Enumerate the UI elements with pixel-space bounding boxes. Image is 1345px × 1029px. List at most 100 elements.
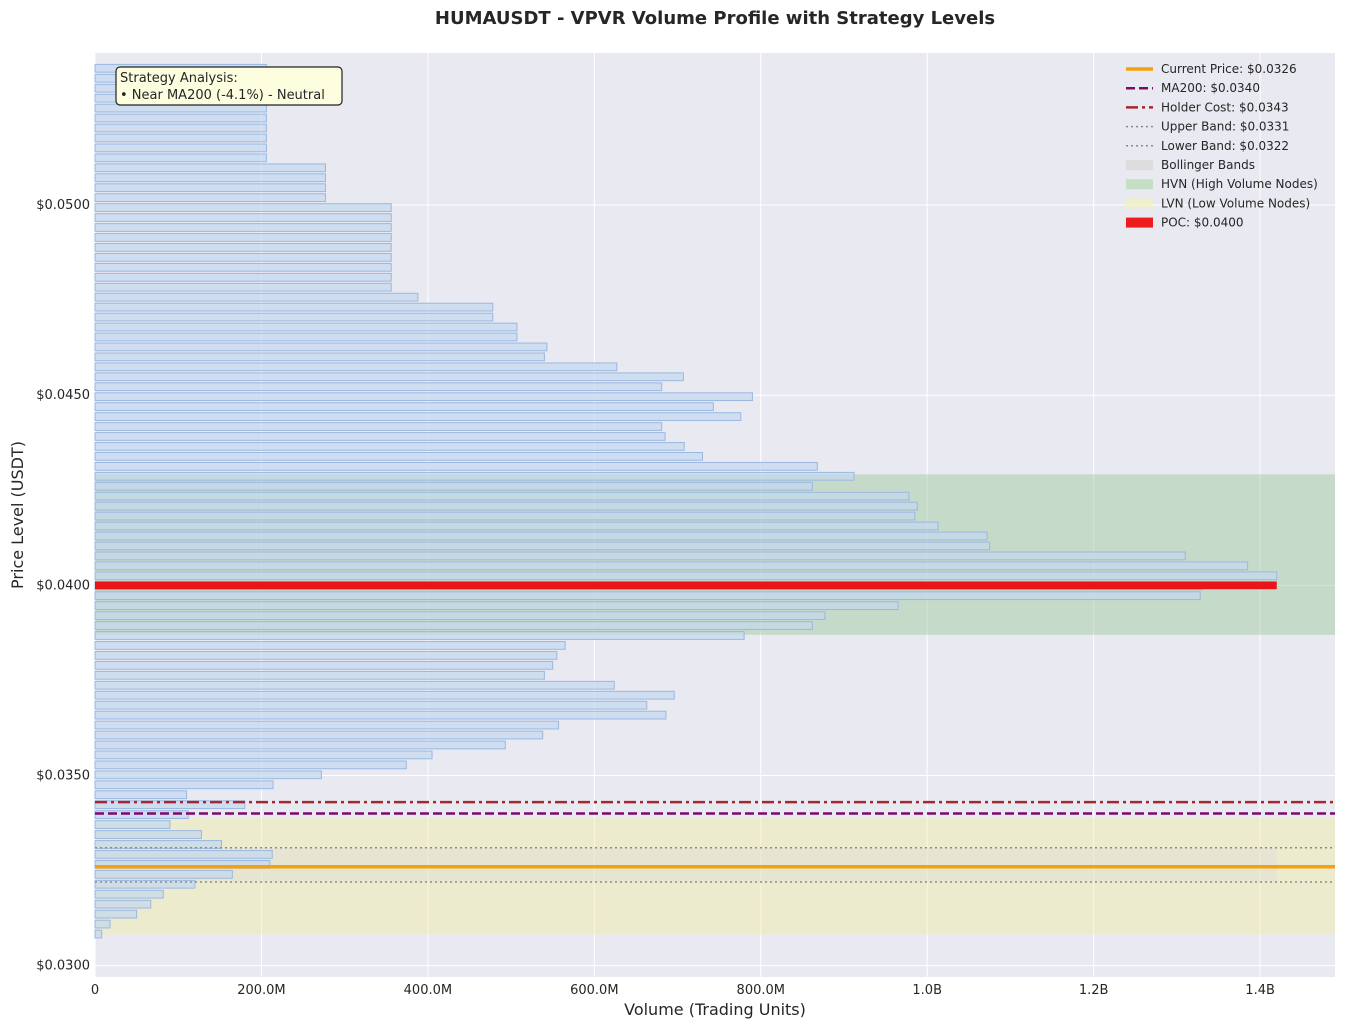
volume-bar (94, 262, 392, 272)
volume-bar (94, 820, 171, 829)
y-tick-label: $0.0450 (36, 388, 90, 403)
volume-bar (94, 750, 433, 760)
volume-bar (94, 412, 742, 421)
volume-bar (94, 133, 267, 143)
volume-bar (94, 481, 813, 491)
volume-bar (94, 322, 518, 332)
y-tick-label: $0.0400 (36, 578, 90, 593)
volume-bar (94, 342, 548, 352)
volume-bar (94, 372, 684, 382)
volume-bar (94, 501, 918, 511)
volume-bar (94, 919, 111, 929)
x-tick-label: 800.0M (737, 983, 785, 998)
volume-bar (94, 402, 714, 412)
volume-bar (94, 651, 558, 660)
volume-bar (94, 282, 392, 292)
volume-bar (94, 452, 704, 461)
x-tick-label: 1.0B (912, 983, 942, 998)
volume-bar (94, 710, 667, 720)
volume-bar (94, 521, 939, 531)
volume-bar (94, 213, 392, 222)
y-tick-label: $0.0350 (36, 768, 90, 783)
legend-label: POC: $0.0400 (1161, 216, 1244, 230)
volume-bar (94, 183, 327, 193)
volume-bar (94, 511, 916, 521)
chart-title: HUMAUSDT - VPVR Volume Profile with Stra… (435, 8, 995, 29)
volume-bar (94, 770, 322, 780)
x-tick-labels: 0 200.0M 400.0M 600.0M 800.0M 1.0B 1.2B 1.4B (91, 983, 1275, 998)
volume-bar (94, 760, 407, 770)
volume-bar (94, 551, 1186, 561)
volume-bar (94, 143, 267, 153)
x-tick-label: 600.0M (570, 983, 618, 998)
volume-bar (94, 392, 753, 402)
x-tick-label: 400.0M (404, 983, 452, 998)
bollinger-band-area (95, 847, 1277, 882)
volume-bar (94, 869, 233, 879)
x-tick-label: 1.4B (1245, 983, 1275, 998)
volume-bar (94, 252, 392, 262)
volume-bars (94, 63, 1278, 939)
volume-bar (94, 909, 138, 919)
volume-bar (94, 730, 544, 740)
y-tick-label: $0.0300 (36, 959, 90, 974)
volume-bar (94, 879, 196, 889)
volume-bar (94, 422, 663, 431)
volume-bar (94, 790, 188, 800)
volume-bar (94, 641, 566, 650)
volume-bar (94, 471, 855, 481)
volume-bar (94, 591, 1201, 601)
annotation-line: • Near MA200 (-4.1%) - Neutral (120, 88, 325, 103)
volume-bar (94, 233, 392, 242)
volume-bar (94, 561, 1249, 571)
strategy-annotation: Strategy Analysis: • Near MA200 (-4.1%) -… (115, 66, 343, 106)
volume-bar (94, 889, 164, 899)
volume-bar (94, 601, 899, 611)
poc-bar (95, 581, 1277, 590)
legend-label: HVN (High Volume Nodes) (1161, 177, 1318, 191)
legend-label: Current Price: $0.0326 (1161, 62, 1297, 76)
volume-bar (94, 680, 615, 690)
volume-bar (94, 432, 666, 441)
y-axis-label: Price Level (USDT) (8, 441, 27, 589)
volume-bar (94, 332, 518, 342)
volume-bar (94, 292, 419, 302)
legend: Current Price: $0.0326 MA200: $0.0340 Hold… (1126, 62, 1318, 230)
legend-label: LVN (Low Volume Nodes) (1161, 196, 1310, 210)
volume-bar (94, 382, 663, 392)
legend-patch-marker (1126, 217, 1153, 228)
x-tick-label: 1.2B (1079, 983, 1109, 998)
volume-bar (94, 193, 327, 203)
volume-bar (94, 700, 648, 710)
legend-label: MA200: $0.0340 (1161, 81, 1260, 95)
volume-bar (94, 850, 273, 859)
volume-bar (94, 840, 222, 849)
volume-bar (94, 929, 103, 939)
volume-bar (94, 163, 327, 173)
volume-bar (94, 272, 392, 282)
volume-bar (94, 631, 745, 640)
x-tick-label: 200.0M (237, 983, 285, 998)
volume-bar (94, 173, 327, 183)
volume-bar (94, 153, 267, 163)
volume-bar (94, 690, 675, 700)
annotation-box (115, 66, 343, 106)
volume-bar (94, 491, 910, 501)
legend-label: Holder Cost: $0.0343 (1161, 100, 1289, 114)
volume-bar (94, 571, 1278, 581)
lvn-zone (95, 817, 1335, 935)
y-tick-labels: $0.0300 $0.0350 $0.0400 $0.0450 $0.0500 (36, 198, 90, 973)
volume-bar (94, 800, 246, 810)
volume-bar (94, 302, 494, 312)
volume-bar (94, 780, 274, 790)
level-lines (95, 800, 1335, 883)
volume-bar (94, 113, 267, 123)
legend-label: Upper Band: $0.0331 (1161, 120, 1289, 134)
volume-bar (94, 541, 991, 551)
legend-patch-marker (1126, 179, 1153, 190)
legend-patch-marker (1126, 198, 1153, 209)
volume-bar (94, 312, 494, 322)
x-tick-label: 0 (91, 983, 99, 998)
y-tick-label: $0.0500 (36, 198, 90, 213)
